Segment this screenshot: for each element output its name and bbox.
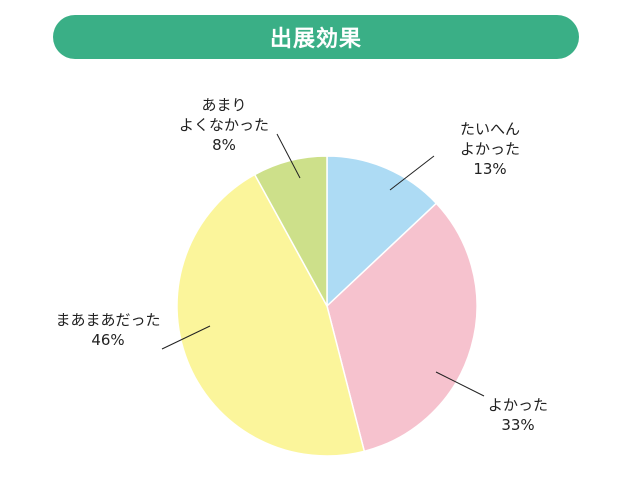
- pie-slice-3: [176, 173, 366, 457]
- slice-category-label-4: よくなかった: [179, 116, 269, 134]
- leader-line-4: [276, 133, 301, 179]
- pie-slice-2: [326, 202, 478, 453]
- leader-line-2: [435, 371, 485, 397]
- slice-percent-label-2: 33%: [501, 416, 534, 434]
- chart-title-banner: 出展効果: [53, 15, 579, 59]
- pie-slice-1: [326, 155, 438, 308]
- slice-category-label-2: よかった: [488, 396, 548, 414]
- chart-title: 出展効果: [269, 27, 362, 52]
- slice-percent-label-4: 8%: [212, 136, 236, 154]
- slice-category-label-4: あまり: [201, 96, 246, 114]
- slice-category-label-3: まあまあだった: [55, 311, 160, 329]
- leader-line-1: [389, 155, 435, 191]
- slice-category-label-1: たいへん: [460, 120, 520, 138]
- slice-percent-label-3: 46%: [91, 331, 124, 349]
- slice-category-label-1: よかった: [460, 140, 520, 158]
- leader-line-3: [161, 325, 211, 350]
- slice-percent-label-1: 13%: [473, 160, 506, 178]
- pie-slice-4: [253, 155, 328, 307]
